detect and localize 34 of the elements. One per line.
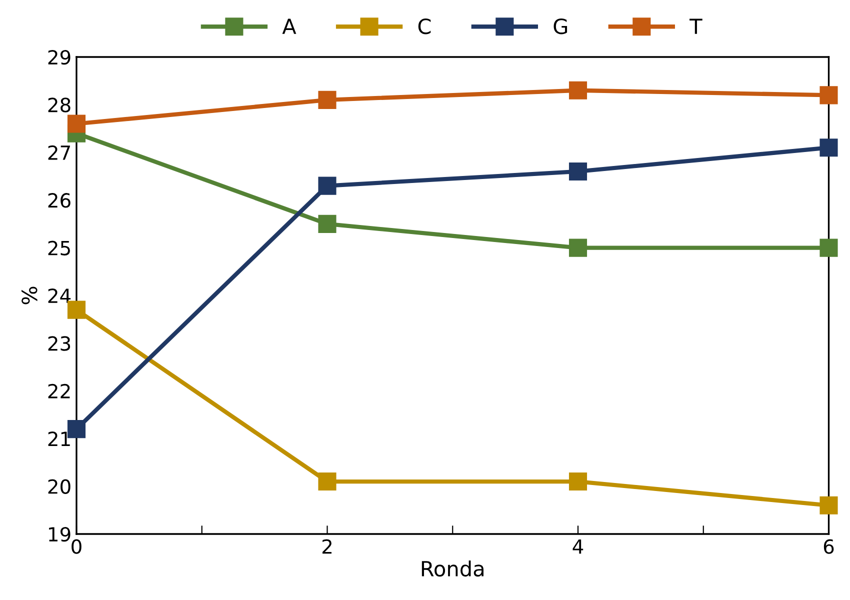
x-tick-label: 4	[572, 539, 584, 554]
y-tick-label: 24	[48, 288, 71, 303]
point	[318, 214, 336, 233]
y-tick-label: 21	[48, 432, 70, 446]
y-tick-label: 22	[48, 384, 70, 398]
legend-label: A	[282, 18, 296, 34]
y-tick-label: 23	[48, 336, 70, 351]
point	[67, 114, 86, 133]
point	[318, 472, 336, 491]
point	[318, 90, 336, 109]
legend-label: C	[418, 18, 431, 34]
x-tick-label: 0	[72, 539, 82, 554]
point	[820, 138, 838, 157]
legend-label: G	[554, 18, 568, 34]
y-axis-title: %	[22, 286, 38, 304]
x-tick-label: 6	[824, 539, 834, 554]
point	[318, 176, 336, 195]
point	[568, 472, 588, 491]
point	[568, 81, 588, 100]
y-tick-label: 28	[48, 98, 70, 112]
y-tick-label: 20	[48, 479, 70, 494]
x-axis-title: Ronda	[422, 560, 484, 577]
point	[820, 86, 838, 104]
y-tick-label: 25	[48, 240, 70, 256]
y-tick-label: 26	[48, 193, 70, 208]
y-tick-label: 27	[48, 145, 70, 160]
point	[568, 162, 588, 181]
legend-label: T	[690, 18, 702, 34]
point	[820, 238, 838, 257]
x-tick-label: 2	[322, 539, 332, 554]
point	[568, 238, 588, 257]
point	[820, 496, 838, 514]
y-tick-label: 19	[49, 526, 70, 542]
y-tick-label: 29	[48, 50, 70, 65]
